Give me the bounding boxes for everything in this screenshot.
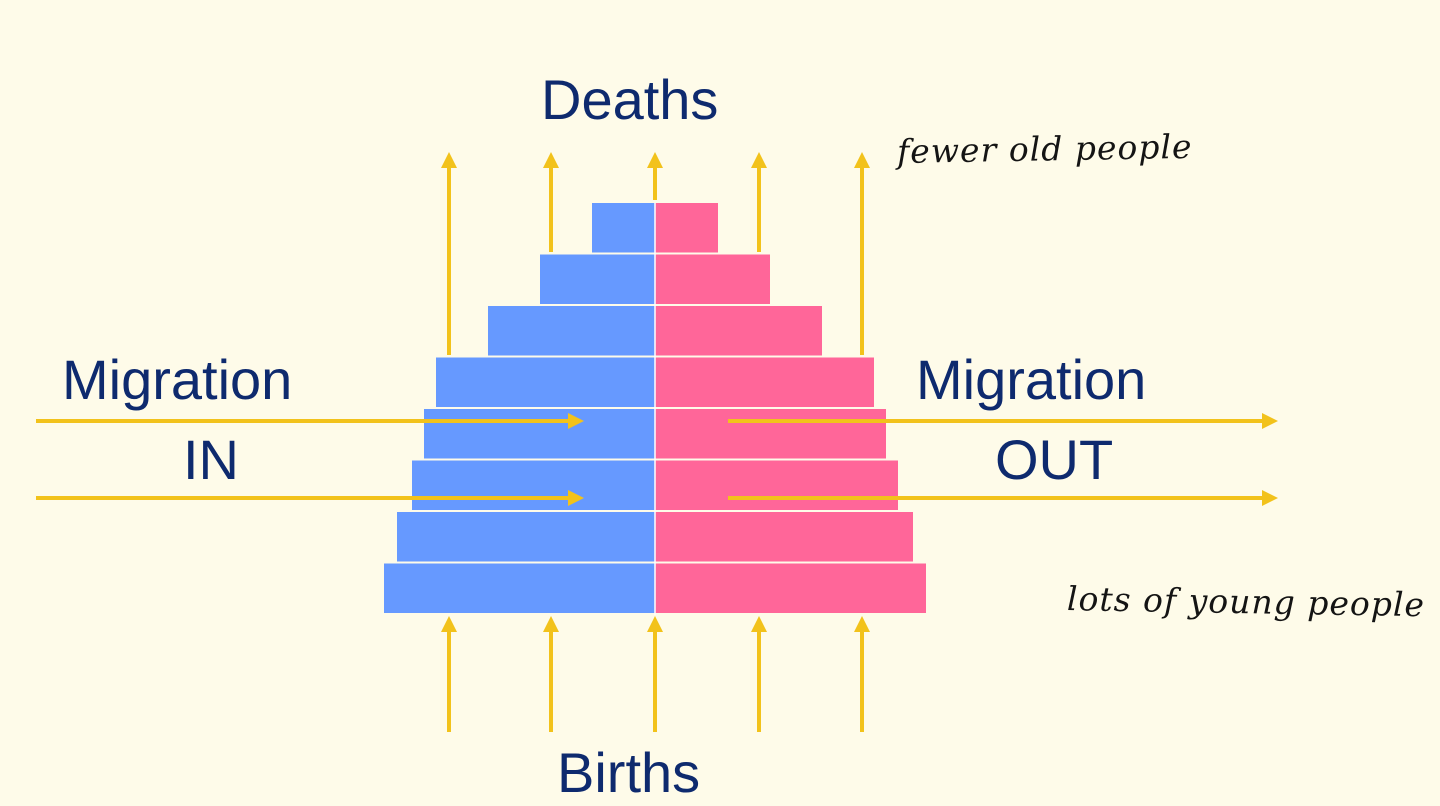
- female-bar-8: [655, 563, 926, 613]
- pyramid-bars: [384, 203, 926, 615]
- male-bar-3: [488, 306, 655, 356]
- deaths-arrow-1-head: [441, 152, 457, 168]
- male-bar-5: [424, 409, 655, 459]
- male-bar-4: [436, 357, 655, 407]
- migration-out-arrow-2-head: [1262, 490, 1278, 506]
- deaths-arrow-2: [543, 152, 559, 252]
- migration-out-arrow-2: [728, 490, 1278, 506]
- births-arrow-5-head: [854, 616, 870, 632]
- migration-in-arrow-1: [36, 413, 584, 429]
- deaths-arrow-4-head: [751, 152, 767, 168]
- births-arrow-4-head: [751, 616, 767, 632]
- male-bar-6: [412, 460, 655, 510]
- male-bar-2: [540, 254, 655, 304]
- deaths-arrow-3: [647, 152, 663, 200]
- young-people-note: lots of young people: [1066, 579, 1426, 625]
- births-arrow-4: [751, 616, 767, 732]
- migration-out-arrow-1-head: [1262, 413, 1278, 429]
- births-arrow-3-head: [647, 616, 663, 632]
- female-bar-5: [655, 409, 886, 459]
- births-label: Births: [557, 741, 701, 804]
- migration-in-label: Migration: [62, 348, 293, 411]
- migration-in-direction-label: IN: [183, 428, 239, 491]
- deaths-arrow-4: [751, 152, 767, 252]
- births-arrow-2: [543, 616, 559, 732]
- deaths-arrow-5: [854, 152, 870, 355]
- migration-in-arrow-2-head: [568, 490, 584, 506]
- births-arrow-5: [854, 616, 870, 732]
- fewer-old-people-note: fewer old people: [896, 126, 1193, 171]
- births-arrow-3: [647, 616, 663, 732]
- male-bar-1: [592, 203, 655, 253]
- male-bar-7: [397, 512, 655, 562]
- migration-in-arrow-1-head: [568, 413, 584, 429]
- births-arrow-1-head: [441, 616, 457, 632]
- births-arrow-1: [441, 616, 457, 732]
- births-arrow-2-head: [543, 616, 559, 632]
- female-bar-2: [655, 254, 770, 304]
- migration-in-arrow-2: [36, 490, 584, 506]
- deaths-label: Deaths: [541, 68, 719, 131]
- flow-arrows: [36, 152, 1278, 732]
- male-bar-8: [384, 563, 655, 613]
- deaths-arrow-2-head: [543, 152, 559, 168]
- deaths-arrow-1: [441, 152, 457, 355]
- female-bar-4: [655, 357, 874, 407]
- migration-out-arrow-1: [728, 413, 1278, 429]
- female-bar-6: [655, 460, 898, 510]
- migration-out-direction-label: OUT: [995, 428, 1114, 491]
- deaths-arrow-3-head: [647, 152, 663, 168]
- deaths-arrow-5-head: [854, 152, 870, 168]
- female-bar-1: [655, 203, 718, 253]
- female-bar-3: [655, 306, 822, 356]
- female-bar-7: [655, 512, 913, 562]
- migration-out-label: Migration: [916, 348, 1147, 411]
